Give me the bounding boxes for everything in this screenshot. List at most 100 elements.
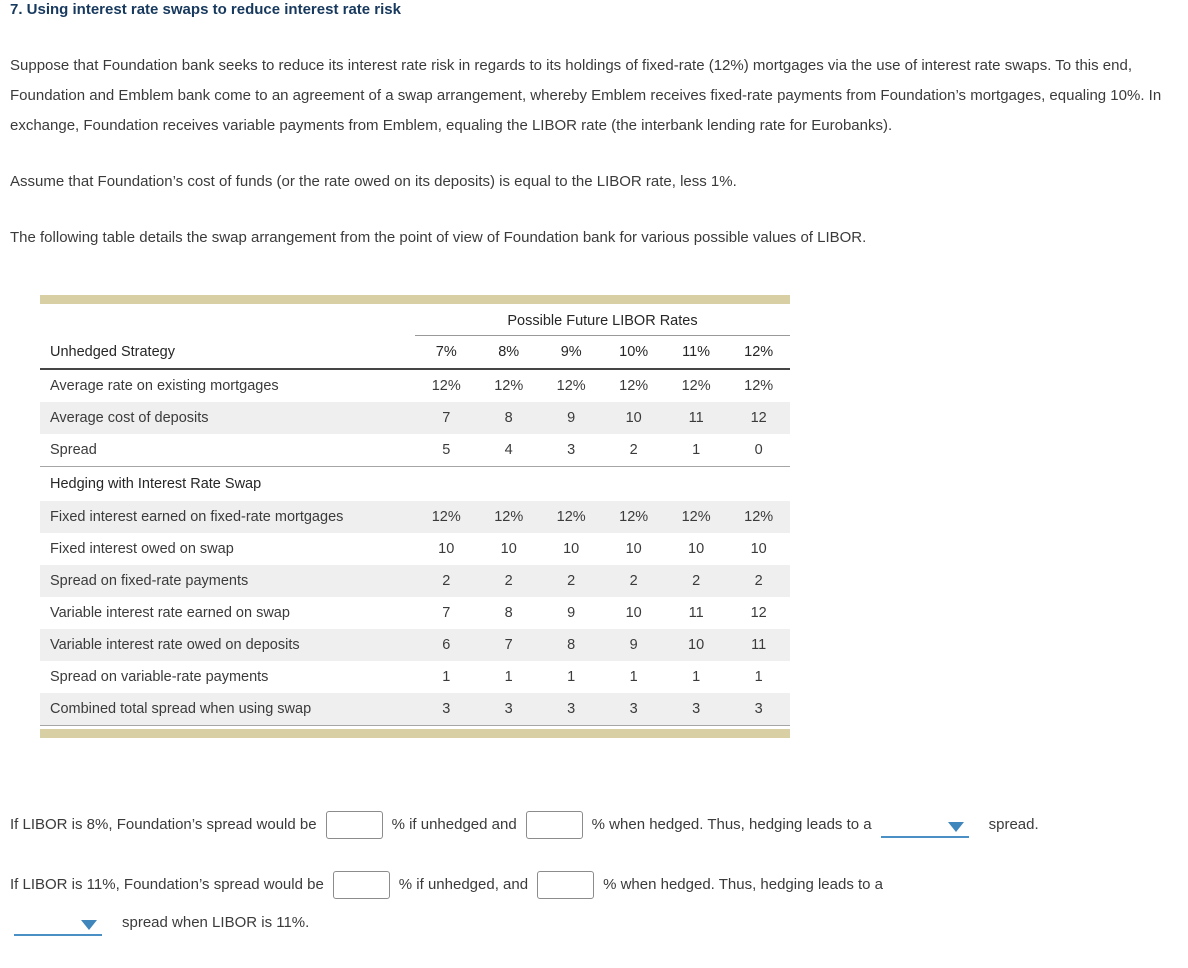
q1-spread-dropdown[interactable] [880,812,969,838]
table-section-label: Hedging with Interest Rate Swap [50,476,262,492]
q1-hedged-input[interactable] [525,811,583,839]
table-cell: 3 [415,693,478,726]
table-cell: 2 [504,573,513,589]
table-cell: 12% [556,378,586,394]
table-cell: 7 [442,605,451,621]
question-2-line-1: If LIBOR is 11%, Foundation’s spread wou… [10,870,1176,900]
q1-text-start: If LIBOR is 8%, Foundation’s spread woul… [10,816,317,833]
intro-paragraph-3: The following table details the swap arr… [10,229,867,246]
dropdown-arrow-icon [81,920,97,930]
table-cell: 3 [602,693,665,726]
table-cell: 11 [751,637,767,653]
table-cell: 2 [692,573,701,589]
table-cell: 2 [442,573,451,589]
table-row-label: Fixed interest owed on swap [50,541,234,557]
table-cell: 1 [442,669,451,685]
table-row-label: Average cost of deposits [50,410,209,426]
table-cell: 3 [539,434,603,467]
q2-text-mid1: % if unhedged, and [398,876,529,893]
dropdown-arrow-icon [947,822,964,832]
table-cell: 12% [681,378,711,394]
table-col-header: 9% [539,335,603,370]
table-row-label: Spread on variable-rate payments [50,669,269,685]
table-cell: 1 [504,669,513,685]
table-cell: 10 [625,541,642,557]
page-title: 7. Using interest rate swaps to reduce i… [10,1,401,18]
table-cell: 12% [619,509,649,525]
table-spanner-row: Possible Future LIBOR Rates [40,306,790,336]
table-cell: 6 [442,637,451,653]
table-cell: 10 [625,410,642,426]
question-2-line-2: spread when LIBOR is 11%. [14,908,1176,938]
table-cell: 3 [539,693,603,726]
table-cell: 8 [567,637,576,653]
table-cell: 12% [744,378,774,394]
intro-paragraph-1: Suppose that Foundation bank seeks to re… [10,57,1162,134]
question-1-line: If LIBOR is 8%, Foundation’s spread woul… [10,810,1176,840]
table-cell: 4 [477,434,540,467]
table-cell: 12% [744,509,774,525]
q1-unhedged-input[interactable] [325,811,383,839]
table-row-label: Fixed interest earned on fixed-rate mort… [50,509,344,525]
table-row-label: Variable interest rate earned on swap [50,605,290,621]
table-spanner-header: Possible Future LIBOR Rates [415,306,790,336]
table-row: Spread on variable-rate payments 1 1 1 1 1 1 [40,661,790,693]
table-cell: 12% [681,509,711,525]
intro-section: Suppose that Foundation bank seeks to re… [10,51,1176,253]
question-2: If LIBOR is 11%, Foundation’s spread wou… [10,870,1176,938]
table-cell: 2 [567,573,576,589]
table-header-row: Unhedged Strategy 7% 8% 9% 10% 11% 12% [40,335,790,370]
table-cell: 8 [504,410,513,426]
table-row-label: Combined total spread when using swap [40,693,415,726]
table-cell: 12 [750,605,767,621]
table-cell: 9 [629,637,638,653]
table-row: Spread on fixed-rate payments 2 2 2 2 2 2 [40,565,790,597]
table-cell: 0 [727,434,790,467]
table-row: Fixed interest earned on fixed-rate mort… [40,501,790,533]
table-cell: 12 [750,410,767,426]
table-row-label: Spread [40,434,415,467]
q1-text-mid1: % if unhedged and [391,816,517,833]
table-cell: 10 [688,637,705,653]
q2-text-end: spread when LIBOR is 11%. [122,914,310,931]
table-col-header: 12% [727,335,790,370]
table-cell: 7 [442,410,451,426]
table-row: Average rate on existing mortgages 12% 12%… [40,369,790,402]
table-cell: 3 [664,693,728,726]
table-row: Average cost of deposits 7 8 9 10 11 12 [40,402,790,434]
table-cell: 12% [556,509,586,525]
question-1: If LIBOR is 8%, Foundation’s spread woul… [10,810,1176,840]
table-row: Variable interest rate owed on deposits 6… [40,629,790,661]
table-row-label: Spread on fixed-rate payments [50,573,249,589]
q2-hedged-input[interactable] [537,871,595,899]
table-col-header: 8% [477,335,540,370]
swap-table: Possible Future LIBOR Rates Unhedged Str… [40,306,790,726]
table-cell: 2 [629,573,638,589]
table-cell: 10 [563,541,580,557]
table-row-label: Variable interest rate owed on deposits [50,637,300,653]
table-cell: 12% [431,378,461,394]
table-row-group-header: Unhedged Strategy [40,335,415,370]
table-cell: 7 [504,637,513,653]
table-cell: 5 [415,434,478,467]
table-bottom-accent-bar [40,729,790,738]
table-cell: 1 [567,669,576,685]
intro-paragraph-2: Assume that Foundation’s cost of funds (… [10,173,737,190]
table-cell: 10 [500,541,517,557]
table-row: Fixed interest owed on swap 10 10 10 10 10 10 [40,533,790,565]
table-cell: 1 [754,669,763,685]
swap-table-container: Possible Future LIBOR Rates Unhedged Str… [40,295,790,738]
table-cell: 10 [688,541,705,557]
questions-section: If LIBOR is 8%, Foundation’s spread woul… [10,810,1176,938]
table-cell: 1 [664,434,728,467]
q2-spread-dropdown[interactable] [14,910,102,936]
table-col-header: 11% [664,335,728,370]
table-cell: 1 [692,669,701,685]
table-cell: 10 [625,605,642,621]
q1-text-end: spread. [988,816,1039,833]
table-col-header: 7% [415,335,478,370]
q2-unhedged-input[interactable] [332,871,390,899]
table-cell: 10 [438,541,455,557]
table-section-row: Hedging with Interest Rate Swap [40,467,790,502]
table-row-label: Average rate on existing mortgages [50,378,279,394]
